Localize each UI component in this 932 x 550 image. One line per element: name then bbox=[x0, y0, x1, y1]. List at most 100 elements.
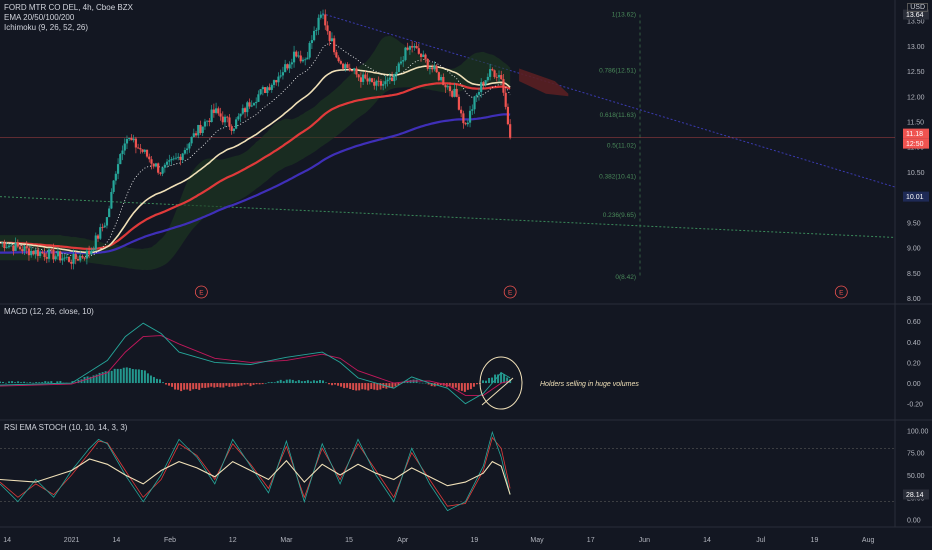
currency-label[interactable]: USD bbox=[907, 3, 928, 12]
macd-histogram-bar bbox=[346, 383, 349, 388]
macd-histogram-bar bbox=[14, 382, 17, 384]
macd-histogram-bar bbox=[152, 377, 155, 384]
candle-body bbox=[14, 242, 17, 251]
candle-body bbox=[317, 17, 320, 30]
price-tick-label: 8.50 bbox=[907, 271, 921, 278]
macd-histogram-bar bbox=[352, 383, 355, 390]
candle-body bbox=[399, 61, 403, 64]
macd-histogram-bar bbox=[270, 382, 273, 384]
macd-tick-label: 0.40 bbox=[907, 340, 921, 347]
ichimoku-legend[interactable]: Ichimoku (9, 26, 52, 26) bbox=[4, 23, 89, 32]
macd-histogram-bar bbox=[463, 383, 466, 392]
macd-histogram-bar bbox=[165, 383, 168, 385]
ichimoku-cloud-future bbox=[519, 68, 569, 97]
candle-body bbox=[281, 72, 285, 76]
macd-histogram-bar bbox=[282, 381, 285, 384]
candle-body bbox=[63, 257, 66, 259]
candle-body bbox=[5, 247, 8, 249]
macd-histogram-bar bbox=[358, 383, 361, 391]
candle-body bbox=[230, 126, 233, 131]
trend-lines[interactable] bbox=[0, 13, 896, 238]
macd-tick-label: -0.20 bbox=[907, 402, 923, 409]
price-tick-label: 9.00 bbox=[907, 246, 921, 253]
macd-histogram-bar bbox=[439, 383, 442, 386]
time-tick-label: 19 bbox=[811, 537, 819, 544]
macd-histogram-bar bbox=[50, 381, 53, 384]
time-tick-label: 15 bbox=[345, 537, 353, 544]
candle-body bbox=[344, 64, 347, 69]
macd-histogram-bar bbox=[255, 383, 258, 385]
macd-histogram-bar bbox=[222, 383, 225, 388]
macd-histogram-bar bbox=[110, 370, 113, 384]
macd-histogram-bar bbox=[5, 382, 8, 384]
earnings-marker-circle bbox=[194, 285, 208, 299]
macd-histogram-bar bbox=[228, 383, 231, 387]
candle-body bbox=[324, 14, 327, 26]
candle-body bbox=[442, 76, 445, 86]
candle-body bbox=[350, 70, 354, 72]
price-axis[interactable]: 8.008.509.009.5010.0010.5011.0011.5012.0… bbox=[903, 9, 929, 303]
candle-body bbox=[96, 235, 100, 239]
macd-histogram-bar bbox=[337, 383, 340, 386]
macd-histogram-bar bbox=[264, 382, 267, 384]
candle-body bbox=[433, 65, 436, 70]
candle-body bbox=[161, 167, 164, 174]
fib-level-label: 0.618(11.63) bbox=[600, 112, 636, 119]
candle-body bbox=[90, 250, 93, 255]
candle-body bbox=[105, 217, 109, 226]
macd-histogram-bar bbox=[300, 381, 303, 384]
macd-histogram-bar bbox=[252, 383, 255, 385]
macd-histogram-bar bbox=[20, 382, 23, 384]
candle-body bbox=[30, 250, 33, 256]
macd-histogram-bar bbox=[472, 383, 475, 387]
candle-body bbox=[192, 133, 195, 137]
annotation-circle[interactable] bbox=[479, 356, 523, 410]
candle-body bbox=[47, 249, 51, 259]
earnings-marker-circle bbox=[834, 285, 848, 299]
candle-body bbox=[408, 46, 412, 50]
symbol-legend[interactable]: FORD MTR CO DEL, 4h, Cboe BZX bbox=[4, 3, 133, 12]
price-tick-label: 10.50 bbox=[907, 170, 925, 177]
time-tick-label: 17 bbox=[587, 537, 595, 544]
stoch-legend[interactable]: RSI EMA STOCH (10, 10, 14, 3, 3) bbox=[4, 423, 128, 432]
annotation-text[interactable]: Holders selling in huge volumes bbox=[540, 381, 639, 388]
time-axis[interactable]: 14 2021 14 Feb 12 Mar 15 Apr 19 May 17 Jun 14 Jul 19 Au… bbox=[3, 537, 874, 544]
candle-body bbox=[266, 87, 269, 93]
candle-body bbox=[431, 67, 434, 70]
candle-body bbox=[284, 64, 287, 73]
candle-body bbox=[255, 101, 258, 104]
macd-histogram-bar bbox=[503, 374, 506, 384]
fibonacci-retracement[interactable]: 1(13.62) 0.786(12.51) 0.618(11.63) 0.5(11.0… bbox=[599, 12, 641, 281]
candle-body bbox=[404, 47, 407, 61]
candle-body bbox=[304, 59, 307, 61]
macd-histogram-bar bbox=[32, 382, 35, 384]
candle-body bbox=[257, 94, 260, 102]
candle-body bbox=[388, 77, 391, 80]
macd-histogram-bar bbox=[343, 383, 346, 389]
macd-histogram-bar bbox=[137, 369, 140, 384]
candle-body bbox=[437, 72, 440, 81]
candle-body bbox=[486, 76, 489, 81]
candle-body bbox=[272, 80, 276, 85]
candle-body bbox=[221, 116, 224, 123]
macd-histogram-bar bbox=[116, 368, 119, 384]
candle-body bbox=[279, 75, 282, 77]
candle-body bbox=[159, 172, 162, 174]
macd-legend[interactable]: MACD (12, 26, close, 10) bbox=[4, 307, 94, 316]
ema-legend[interactable]: EMA 20/50/100/200 bbox=[4, 13, 75, 22]
macd-histogram-bar bbox=[288, 379, 291, 384]
price-tick-label: 8.00 bbox=[907, 296, 921, 303]
macd-tick-label: 0.00 bbox=[907, 381, 921, 388]
candle-body bbox=[415, 46, 418, 49]
time-tick-label: Apr bbox=[397, 537, 409, 544]
macd-histogram-bar bbox=[491, 377, 494, 384]
candle-body bbox=[168, 160, 171, 162]
candle-body bbox=[172, 158, 175, 160]
candle-body bbox=[181, 153, 184, 161]
macd-histogram-bar bbox=[306, 380, 309, 384]
candle-body bbox=[72, 253, 75, 264]
annotation-arrow[interactable] bbox=[481, 377, 514, 406]
macd-histogram-bar bbox=[424, 382, 427, 384]
candle-body bbox=[16, 242, 19, 247]
